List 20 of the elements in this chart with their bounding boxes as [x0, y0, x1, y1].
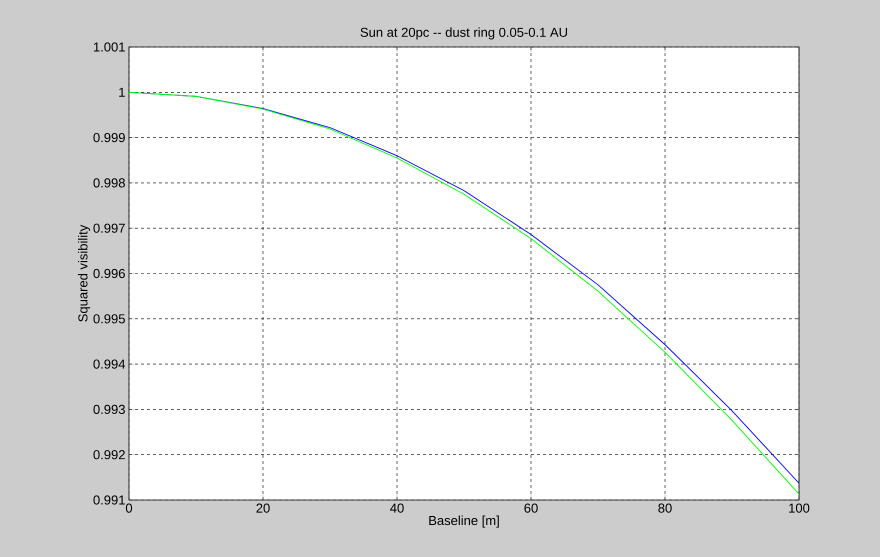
x-tick-label: 40 [390, 504, 404, 513]
y-tick-label: 0.999 [93, 132, 125, 142]
x-tick-label: 80 [658, 504, 672, 513]
x-tick-label: 60 [524, 504, 538, 513]
x-axis-title: Baseline [m] [429, 516, 499, 528]
y-tick-label: 0.991 [93, 495, 125, 505]
y-tick-label: 0.992 [93, 450, 125, 460]
y-tick-label: 0.993 [93, 404, 125, 414]
chart-title: Sun at 20pc -- dust ring 0.05-0.1 AU [360, 27, 568, 40]
x-tick-label: 100 [789, 504, 810, 513]
x-tick-label: 0 [126, 504, 132, 513]
y-tick-label: 1.001 [94, 42, 125, 52]
y-tick-label: 0.995 [93, 314, 125, 324]
y-tick-label: 0.996 [93, 268, 125, 278]
y-axis-title: Squared visibility [78, 224, 90, 322]
x-tick-label: 20 [256, 504, 270, 513]
y-tick-label: 0.997 [93, 224, 125, 233]
y-tick-label: 0.998 [93, 178, 125, 188]
y-tick-label: 1 [119, 88, 125, 97]
y-tick-label: 0.994 [93, 359, 126, 369]
